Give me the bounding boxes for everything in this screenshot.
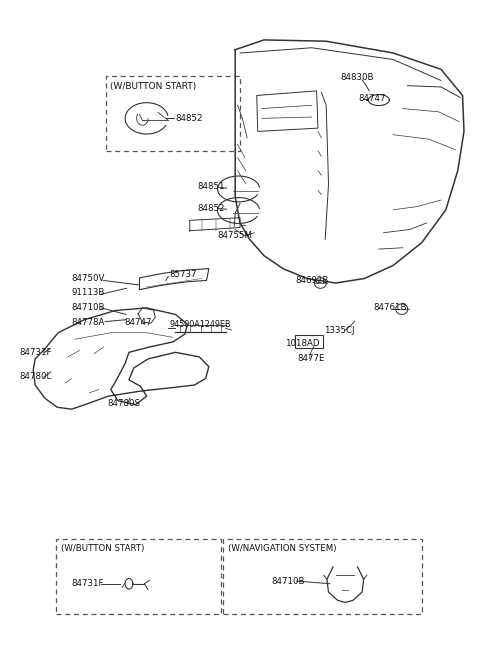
Text: 84761B: 84761B xyxy=(373,303,407,312)
Text: (W/BUTTON START): (W/BUTTON START) xyxy=(60,544,144,553)
Text: 8477E: 8477E xyxy=(298,354,325,364)
Text: 85737: 85737 xyxy=(169,270,197,279)
Text: 84692B: 84692B xyxy=(295,276,328,285)
Text: 91113B: 91113B xyxy=(72,288,105,297)
Text: 1335CJ: 1335CJ xyxy=(324,326,354,335)
Text: (W/BUTTON START): (W/BUTTON START) xyxy=(110,83,196,92)
Text: 84852: 84852 xyxy=(175,114,203,123)
Text: 84830B: 84830B xyxy=(340,73,374,83)
Text: 84780S: 84780S xyxy=(107,400,140,409)
Text: 84750V: 84750V xyxy=(72,274,105,283)
Text: 84710B: 84710B xyxy=(72,303,105,312)
Text: 94500A1249EB: 94500A1249EB xyxy=(169,320,231,329)
Text: 84747: 84747 xyxy=(359,94,386,103)
Text: 84852: 84852 xyxy=(197,204,225,213)
Text: 1018AD: 1018AD xyxy=(286,339,320,348)
Text: 84731F: 84731F xyxy=(72,579,104,588)
Text: 84747: 84747 xyxy=(124,318,152,327)
Text: 84731F: 84731F xyxy=(19,348,51,357)
Text: 84780L: 84780L xyxy=(19,372,51,381)
Text: 84851: 84851 xyxy=(197,183,225,191)
Text: 84778A: 84778A xyxy=(72,318,105,327)
Text: (W/NAVIGATION SYSTEM): (W/NAVIGATION SYSTEM) xyxy=(228,544,336,553)
Text: 84710B: 84710B xyxy=(271,576,305,586)
Text: 84755M: 84755M xyxy=(217,231,252,240)
